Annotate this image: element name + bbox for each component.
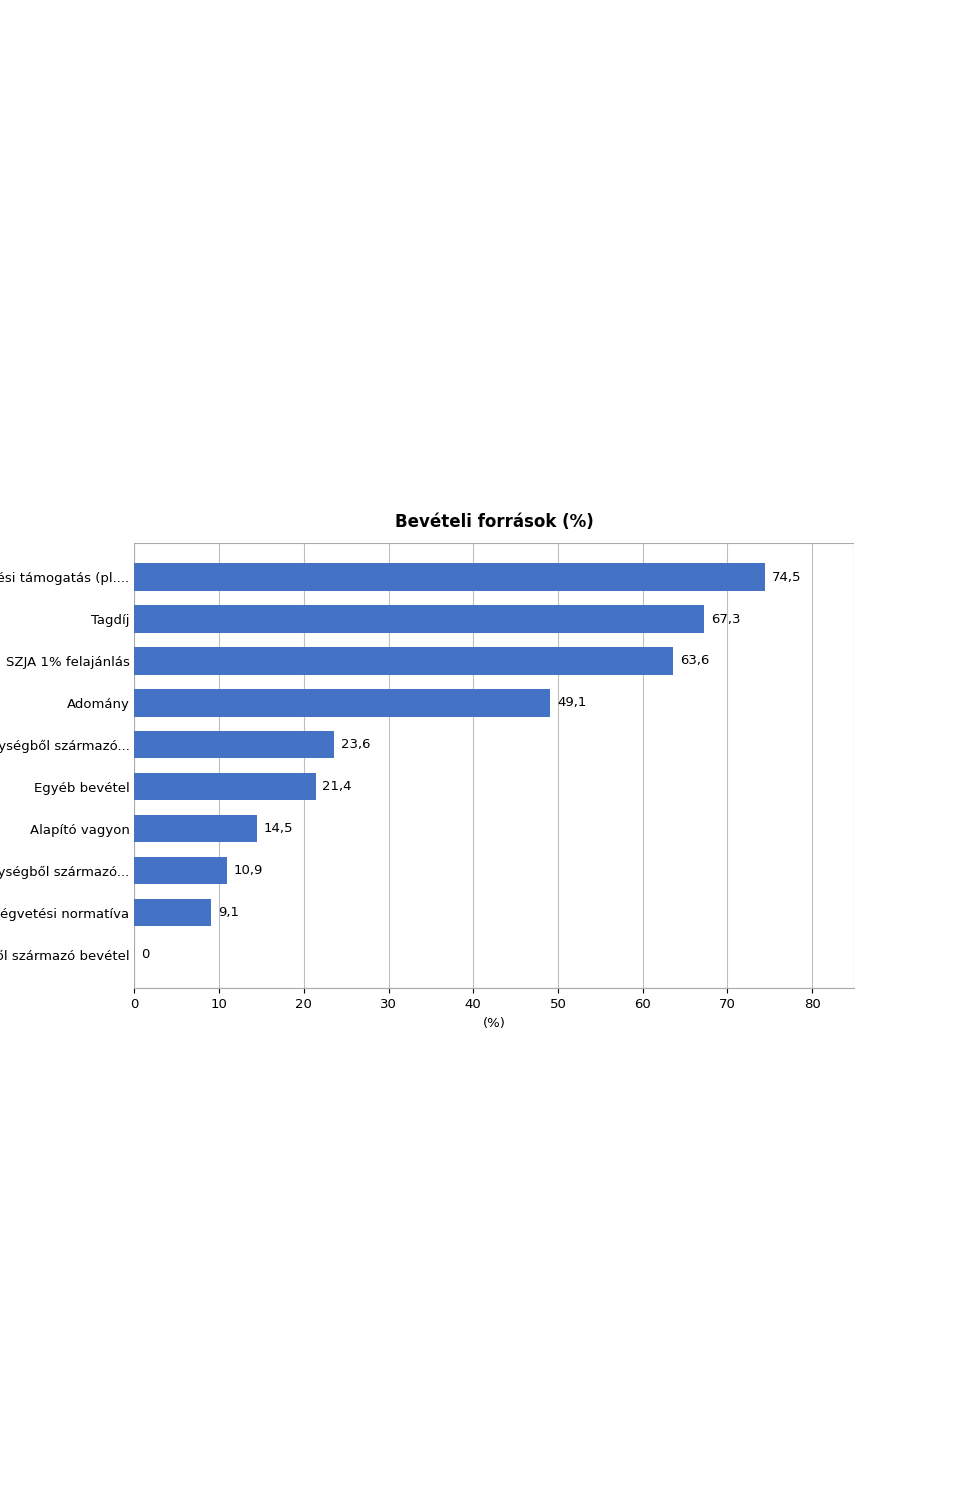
- Text: 49,1: 49,1: [557, 697, 587, 709]
- Bar: [134, 899, 211, 927]
- Bar: [134, 732, 334, 759]
- Bar: [134, 605, 705, 632]
- Text: 14,5: 14,5: [264, 822, 294, 834]
- Text: 63,6: 63,6: [680, 655, 709, 667]
- Bar: [134, 773, 316, 800]
- Text: 23,6: 23,6: [341, 738, 371, 751]
- Bar: [134, 647, 673, 675]
- Title: Bevételi források (%): Bevételi források (%): [395, 513, 594, 531]
- Text: 0: 0: [141, 948, 150, 961]
- Bar: [134, 815, 257, 842]
- Bar: [134, 690, 550, 717]
- X-axis label: (%): (%): [483, 1017, 506, 1029]
- Text: 74,5: 74,5: [772, 570, 802, 584]
- Text: 67,3: 67,3: [711, 613, 741, 626]
- Bar: [134, 543, 854, 988]
- Text: 9,1: 9,1: [218, 905, 239, 919]
- Text: 21,4: 21,4: [323, 780, 352, 794]
- Bar: [134, 857, 227, 884]
- Text: 10,9: 10,9: [233, 865, 263, 877]
- Bar: [134, 563, 765, 590]
